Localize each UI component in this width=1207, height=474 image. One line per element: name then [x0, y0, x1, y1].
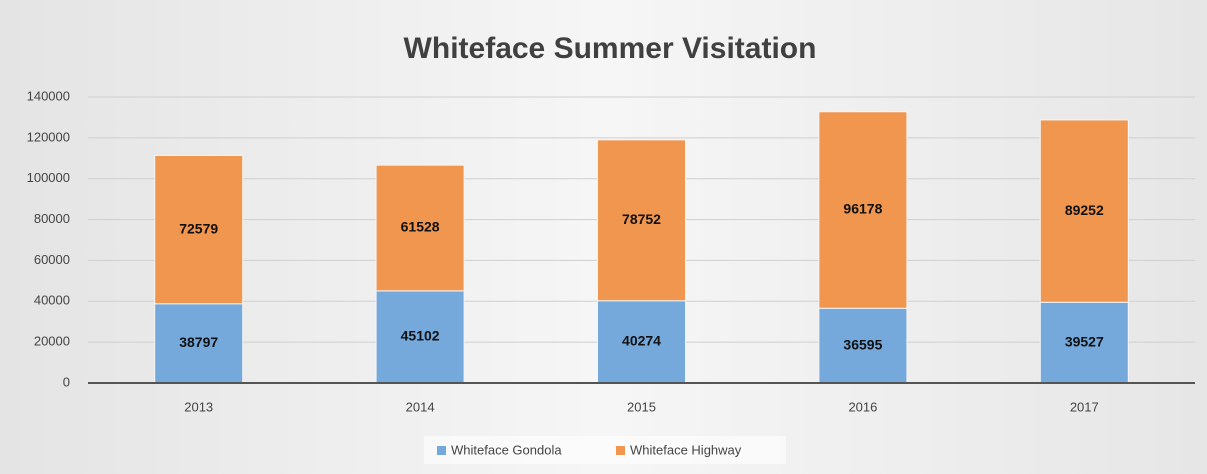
data-label: 72579 — [179, 220, 218, 236]
bar-segment — [154, 154, 244, 305]
data-label: 45102 — [401, 328, 440, 344]
legend-label: Whiteface Gondola — [451, 442, 562, 457]
x-tick-label: 2015 — [627, 399, 656, 414]
y-tick-label: 40000 — [34, 293, 70, 308]
bar-segment — [818, 111, 908, 309]
legend-swatch — [616, 446, 625, 455]
y-tick-label: 60000 — [34, 252, 70, 267]
data-label: 89252 — [1065, 202, 1104, 218]
data-label: 40274 — [622, 333, 661, 349]
x-tick-label: 2017 — [1070, 399, 1099, 414]
y-tick-label: 120000 — [27, 129, 70, 144]
data-label: 78752 — [622, 211, 661, 227]
legend-label: Whiteface Highway — [630, 442, 742, 457]
bar-segment — [375, 164, 465, 292]
y-tick-label: 80000 — [34, 211, 70, 226]
data-label: 39527 — [1065, 333, 1104, 349]
legend-box — [424, 436, 786, 464]
y-tick-label: 100000 — [27, 170, 70, 185]
bar-segment — [154, 303, 244, 384]
y-tick-label: 0 — [63, 374, 70, 389]
x-tick-label: 2016 — [848, 399, 877, 414]
x-tick-label: 2013 — [184, 399, 213, 414]
bar-segment — [375, 290, 465, 384]
bar-segment — [597, 139, 686, 302]
bar-segment — [597, 300, 686, 384]
data-label: 96178 — [843, 201, 882, 217]
chart-title: Whiteface Summer Visitation — [404, 32, 817, 65]
data-label: 36595 — [843, 336, 882, 352]
bar-segment — [1039, 119, 1129, 303]
data-label: 38797 — [179, 334, 218, 350]
x-tick-label: 2014 — [406, 399, 435, 414]
y-tick-label: 20000 — [34, 334, 70, 349]
legend-swatch — [437, 446, 446, 455]
data-label: 61528 — [401, 219, 440, 235]
bar-segment — [1039, 301, 1129, 384]
y-tick-label: 140000 — [27, 88, 70, 103]
